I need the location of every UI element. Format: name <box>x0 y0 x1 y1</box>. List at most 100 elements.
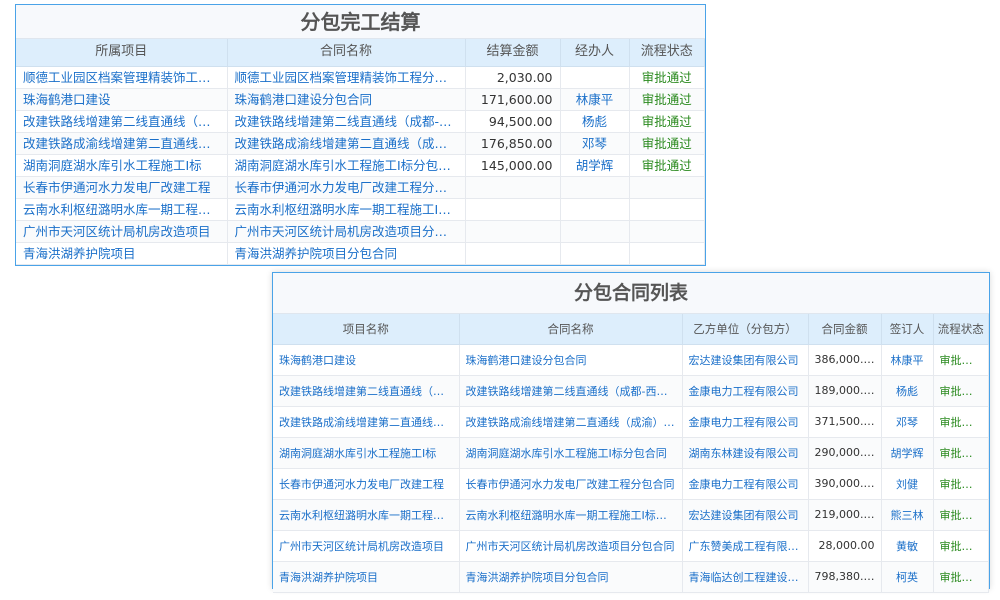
table-cell: 171,600.00 <box>465 88 561 111</box>
table-cell: 审批通过 <box>933 530 989 562</box>
link-cell[interactable]: 顺德工业园区档案管理精装饰工程项目 <box>16 66 228 89</box>
link-cell[interactable]: 广州市天河区统计局机房改造项目 <box>273 530 460 562</box>
table-cell: 青海临达创工程建设有限公司 <box>682 561 809 593</box>
link-cell[interactable]: 珠海鹤港口建设分包合同 <box>459 344 683 376</box>
link-cell[interactable]: 珠海鹤港口建设 <box>16 88 228 111</box>
column-header[interactable]: 结算金额 <box>465 39 561 67</box>
table-row[interactable]: 改建铁路线增建第二线直通线（成都-西安）改建铁路线增建第二线直通线（成都-西安）… <box>273 375 989 407</box>
table-row[interactable]: 改建铁路线增建第二线直通线（成都-西安）改建铁路线增建第二线直通线（成都-西安）… <box>16 110 705 133</box>
link-cell[interactable]: 云南水利枢纽潞明水库一期工程施工Ⅰ标 <box>273 499 460 531</box>
table-cell <box>629 220 705 243</box>
header-row: 所属项目 合同名称 结算金额 经办人 流程状态 <box>16 39 705 67</box>
table-row[interactable]: 长春市伊通河水力发电厂改建工程 长春市伊通河水力发电厂改建工程分包合同 金康电力工程… <box>273 468 989 500</box>
table-row[interactable]: 广州市天河区统计局机房改造项目 广州市天河区统计局机房改造项目分包合同 广东赞美成工… <box>273 530 989 562</box>
table-cell: 林康平 <box>560 88 630 111</box>
column-header[interactable]: 流程状态 <box>629 39 705 67</box>
link-cell[interactable]: 改建铁路线增建第二线直通线（成都-西安）分包合同 <box>459 375 683 407</box>
link-cell[interactable]: 长春市伊通河水力发电厂改建工程分包合同 <box>459 468 683 500</box>
table-cell: 审批通过 <box>629 132 705 155</box>
link-cell[interactable]: 珠海鹤港口建设分包合同 <box>227 88 466 111</box>
table-cell: 熊三林 <box>881 499 934 531</box>
link-cell[interactable]: 湖南洞庭湖水库引水工程施工Ⅰ标 <box>16 154 228 177</box>
column-header[interactable]: 乙方单位（分包方） <box>682 314 809 345</box>
link-cell[interactable]: 改建铁路线增建第二线直通线（成都-西安） <box>16 110 228 133</box>
link-cell[interactable]: 改建铁路线增建第二线直通线（成都-西安） <box>273 375 460 407</box>
column-header[interactable]: 合同金额 <box>808 314 882 345</box>
table-cell: 宏达建设集团有限公司 <box>682 344 809 376</box>
table-row[interactable]: 云南水利枢纽潞明水库一期工程施工Ⅰ标 云南水利枢纽潞明水库一期工程施工Ⅰ标分包合同… <box>273 499 989 531</box>
table-cell: 黄敏 <box>881 530 934 562</box>
link-cell[interactable]: 广州市天河区统计局机房改造项目 <box>16 220 228 243</box>
table-cell: 371,500.00 <box>808 406 882 438</box>
table-row[interactable]: 改建铁路成渝线增建第二直通线项目改建铁路成渝线增建第二直通线（成渝）分包合同17… <box>16 132 705 155</box>
link-cell[interactable]: 改建铁路成渝线增建第二直通线项目 <box>16 132 228 155</box>
link-cell[interactable]: 长春市伊通河水力发电厂改建工程分包合同 <box>227 176 466 199</box>
table-cell: 94,500.00 <box>465 110 561 133</box>
table-row[interactable]: 湖南洞庭湖水库引水工程施工Ⅰ标 湖南洞庭湖水库引水工程施工Ⅰ标分包合同 湖南东林建设… <box>273 437 989 469</box>
column-header[interactable]: 经办人 <box>560 39 630 67</box>
contract-list-panel: 分包合同列表 项目名称 合同名称 乙方单位（分包方） 合同金额 签订人 流程状态 珠海鹤港口… <box>272 272 990 593</box>
table-row[interactable]: 改建铁路成渝线增建第二直通线项目改建铁路成渝线增建第二直通线（成渝）分包合同金康… <box>273 406 989 438</box>
link-cell[interactable]: 青海洪湖养护院项目分包合同 <box>227 242 466 265</box>
table-cell: 28,000.00 <box>808 530 882 562</box>
link-cell[interactable]: 长春市伊通河水力发电厂改建工程 <box>16 176 228 199</box>
link-cell[interactable]: 湖南洞庭湖水库引水工程施工Ⅰ标 <box>273 437 460 469</box>
link-cell[interactable]: 改建铁路成渝线增建第二直通线项目 <box>273 406 460 438</box>
table-cell: 审批通过 <box>933 437 989 469</box>
table-cell: 胡学辉 <box>560 154 630 177</box>
table-row[interactable]: 湖南洞庭湖水库引水工程施工Ⅰ标 湖南洞庭湖水库引水工程施工Ⅰ标分包合同 145,00… <box>16 154 705 177</box>
link-cell[interactable]: 改建铁路成渝线增建第二直通线（成渝）分包合同 <box>459 406 683 438</box>
link-cell[interactable]: 云南水利枢纽潞明水库一期工程施工Ⅰ标分包合同 <box>459 499 683 531</box>
link-cell[interactable]: 改建铁路线增建第二线直通线（成都-西安）分包合同 <box>227 110 466 133</box>
link-cell[interactable]: 长春市伊通河水力发电厂改建工程 <box>273 468 460 500</box>
table-cell: 审批通过 <box>933 375 989 407</box>
table-cell: 刘健 <box>881 468 934 500</box>
table-cell <box>560 242 630 265</box>
table-cell <box>560 66 630 89</box>
link-cell[interactable]: 青海洪湖养护院项目 <box>16 242 228 265</box>
table-cell <box>629 176 705 199</box>
link-cell[interactable]: 青海洪湖养护院项目 <box>273 561 460 593</box>
table-cell: 邓琴 <box>881 406 934 438</box>
link-cell[interactable]: 湖南洞庭湖水库引水工程施工Ⅰ标分包合同 <box>459 437 683 469</box>
table-row[interactable]: 珠海鹤港口建设 珠海鹤港口建设分包合同 171,600.00 林康平 审批通过 <box>16 88 705 111</box>
table-cell: 邓琴 <box>560 132 630 155</box>
table-cell: 审批通过 <box>933 499 989 531</box>
link-cell[interactable]: 珠海鹤港口建设 <box>273 344 460 376</box>
link-cell[interactable]: 湖南洞庭湖水库引水工程施工Ⅰ标分包合同 <box>227 154 466 177</box>
link-cell[interactable]: 广州市天河区统计局机房改造项目分包合同 <box>459 530 683 562</box>
column-header[interactable]: 流程状态 <box>933 314 989 345</box>
table-cell: 审批通过 <box>933 468 989 500</box>
table-row[interactable]: 珠海鹤港口建设 珠海鹤港口建设分包合同 宏达建设集团有限公司 386,000.00 林康… <box>273 344 989 376</box>
column-header[interactable]: 所属项目 <box>16 39 228 67</box>
table-row[interactable]: 长春市伊通河水力发电厂改建工程 长春市伊通河水力发电厂改建工程分包合同 <box>16 176 705 199</box>
link-cell[interactable]: 云南水利枢纽潞明水库一期工程施工Ⅰ标 <box>16 198 228 221</box>
link-cell[interactable]: 改建铁路成渝线增建第二直通线（成渝）分包合同 <box>227 132 466 155</box>
column-header[interactable]: 签订人 <box>881 314 934 345</box>
table-cell: 审批通过 <box>629 66 705 89</box>
table-row[interactable]: 顺德工业园区档案管理精装饰工程项目 顺德工业园区档案管理精装饰工程分包合同 2,03… <box>16 66 705 89</box>
link-cell[interactable]: 顺德工业园区档案管理精装饰工程分包合同 <box>227 66 466 89</box>
table-cell <box>560 198 630 221</box>
table-cell <box>560 220 630 243</box>
column-header[interactable]: 项目名称 <box>273 314 460 345</box>
link-cell[interactable]: 广州市天河区统计局机房改造项目分包合同 <box>227 220 466 243</box>
panel-title: 分包完工结算 <box>16 5 705 39</box>
table-cell: 杨彪 <box>560 110 630 133</box>
table-row[interactable]: 青海洪湖养护院项目青海洪湖养护院项目分包合同青海临达创工程建设有限公司798,3… <box>273 561 989 593</box>
table-cell: 189,000.00 <box>808 375 882 407</box>
table-cell <box>465 176 561 199</box>
table-cell <box>629 242 705 265</box>
table-cell: 798,380.00 <box>808 561 882 593</box>
table-row[interactable]: 青海洪湖养护院项目 青海洪湖养护院项目分包合同 <box>16 242 705 265</box>
table-cell: 审批通过 <box>629 154 705 177</box>
column-header[interactable]: 合同名称 <box>227 39 466 67</box>
settlement-panel: 分包完工结算 所属项目 合同名称 结算金额 经办人 流程状态 顺德工业园区档案管理精装饰工… <box>15 4 706 266</box>
link-cell[interactable]: 青海洪湖养护院项目分包合同 <box>459 561 683 593</box>
table-cell: 审批通过 <box>629 110 705 133</box>
table-cell: 柯英 <box>881 561 934 593</box>
table-row[interactable]: 广州市天河区统计局机房改造项目 广州市天河区统计局机房改造项目分包合同 <box>16 220 705 243</box>
column-header[interactable]: 合同名称 <box>459 314 683 345</box>
link-cell[interactable]: 云南水利枢纽潞明水库一期工程施工Ⅰ标分包合同 <box>227 198 466 221</box>
